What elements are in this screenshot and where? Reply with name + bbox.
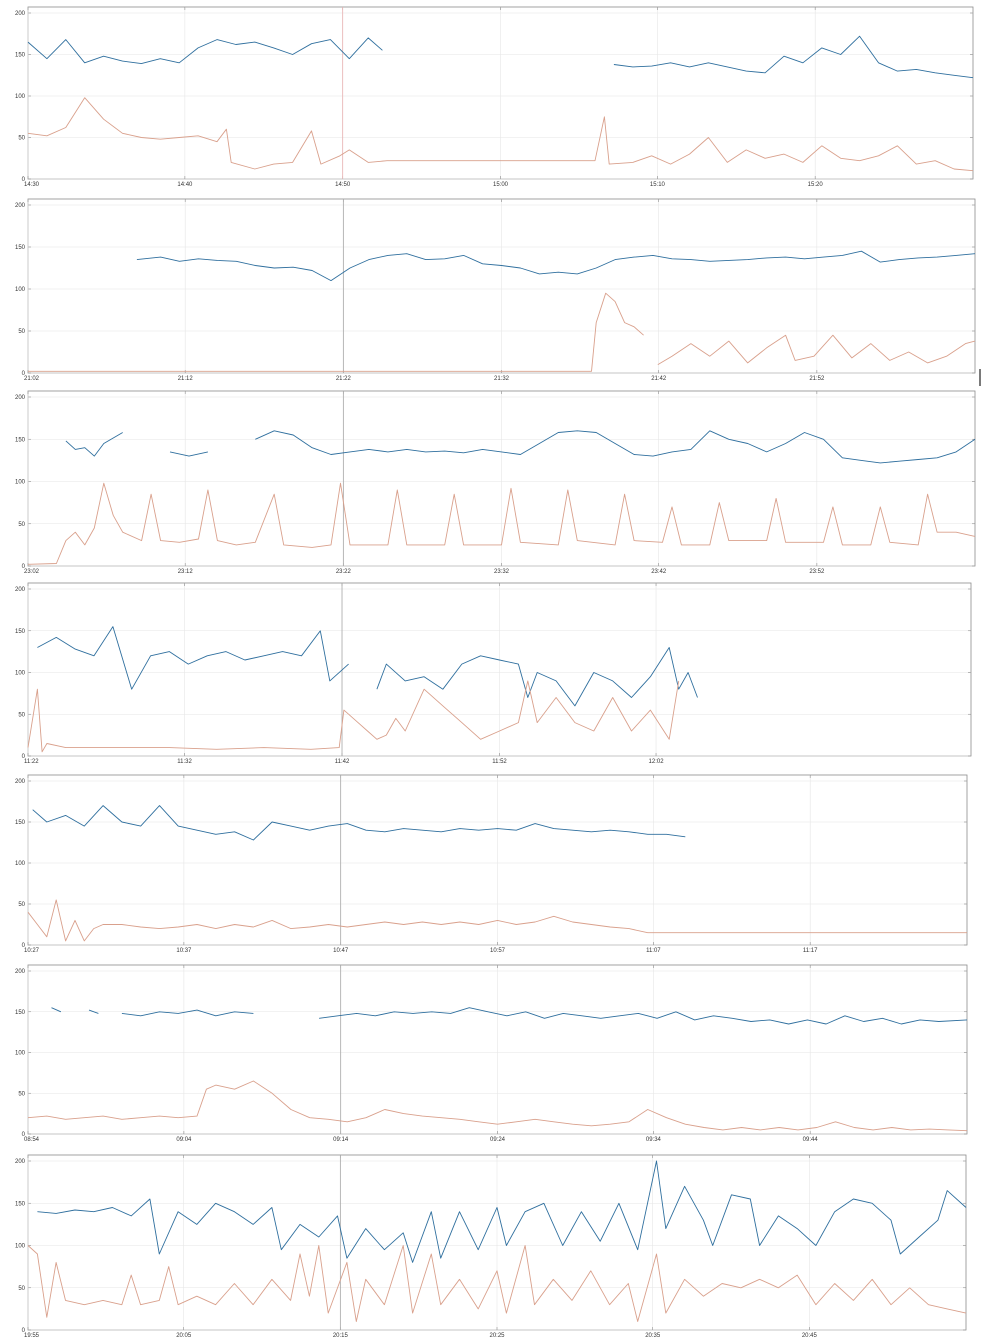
x-tick-label: 10:37: [176, 948, 192, 954]
series-2-line: [27, 680, 680, 753]
y-tick-label: 200: [15, 969, 26, 975]
x-tick-label: 21:02: [24, 376, 40, 382]
x-tick-label: 20:35: [645, 1333, 661, 1339]
chart-panel-7: 0 50 100 150 200 19:55 20:05 20:15 20:25 20:35 20:…: [15, 1154, 967, 1339]
y-tick-label: 150: [15, 820, 26, 826]
y-tick-label: 100: [15, 1244, 26, 1250]
y-tick-label: 50: [18, 1286, 25, 1292]
x-tick-label: 09:34: [646, 1137, 662, 1143]
x-tick-label: 11:52: [492, 759, 507, 765]
x-tick-label: 11:07: [646, 948, 661, 954]
series-2-line: [27, 97, 974, 172]
y-tick-label: 100: [15, 480, 26, 486]
series-2-line: [27, 482, 976, 565]
series-2-line: [28, 292, 976, 372]
series-2-line: [27, 1080, 968, 1132]
x-tick-label: 08:54: [24, 1137, 40, 1143]
y-tick-label: 0: [22, 371, 26, 377]
y-tick-label: 200: [15, 1159, 26, 1165]
series-1-line: [27, 35, 974, 79]
y-tick-label: 150: [15, 1201, 26, 1207]
x-tick-label: 21:12: [178, 376, 194, 382]
x-tick-label: 09:44: [803, 1137, 819, 1143]
y-tick-label: 150: [15, 437, 26, 443]
x-tick-label: 11:32: [177, 759, 192, 765]
x-tick-label: 23:22: [336, 569, 352, 575]
y-tick-label: 150: [15, 245, 26, 251]
y-tick-label: 50: [18, 1091, 25, 1097]
chart-panel-3: 0 50 100 150 200 23:02 23:12 23:22 23:32 23:42 23:…: [15, 390, 976, 575]
chart-panel-6: 0 50 100 150 200 08:54 09:04 09:14 09:24 09:34 09:…: [15, 964, 968, 1143]
x-tick-label: 21:42: [651, 376, 667, 382]
x-tick-label: 12:02: [649, 759, 665, 765]
y-tick-label: 200: [15, 11, 26, 17]
x-tick-label: 15:00: [493, 182, 509, 188]
x-tick-label: 20:15: [333, 1333, 349, 1339]
y-tick-label: 0: [22, 1328, 26, 1334]
x-tick-label: 20:45: [802, 1333, 818, 1339]
x-tick-label: 14:30: [24, 182, 40, 188]
chart-panel-4: 0 50 100 150 200 11:22 11:32 11:42 11:52 12:02: [15, 582, 972, 765]
y-tick-label: 150: [15, 629, 26, 635]
x-tick-label: 21:52: [809, 376, 825, 382]
y-tick-label: 50: [18, 712, 25, 718]
x-tick-label: 14:40: [177, 182, 193, 188]
y-tick-label: 200: [15, 779, 26, 785]
y-tick-label: 200: [15, 587, 26, 593]
series-1-line: [65, 430, 976, 464]
chart-panel-1: 0 50 100 150 200 14:30 14:40 14:50 15:00 15:10 15:…: [15, 6, 974, 188]
x-tick-label: 10:27: [24, 948, 40, 954]
x-tick-label: 23:42: [651, 569, 667, 575]
x-tick-label: 23:32: [494, 569, 510, 575]
x-tick-label: 11:22: [24, 759, 39, 765]
y-tick-label: 50: [18, 136, 25, 142]
chart-panel-5: 0 50 100 150 200 10:27 10:37 10:47 10:57 11:07 11:…: [15, 774, 968, 954]
x-tick-label: 14:50: [335, 182, 351, 188]
x-tick-label: 20:25: [489, 1333, 505, 1339]
y-tick-label: 50: [18, 522, 25, 528]
series-2-line: [27, 1245, 967, 1322]
y-tick-label: 0: [22, 754, 26, 760]
series-1-line: [32, 805, 686, 841]
y-tick-label: 100: [15, 94, 26, 100]
x-tick-label: 21:22: [336, 376, 352, 382]
y-tick-label: 0: [22, 177, 26, 183]
series-1-line: [51, 1007, 968, 1025]
y-tick-label: 150: [15, 1010, 26, 1016]
y-tick-label: 100: [15, 861, 26, 867]
x-tick-label: 19:55: [24, 1333, 40, 1339]
y-tick-label: 100: [15, 287, 26, 293]
y-tick-label: 50: [18, 902, 25, 908]
x-tick-label: 09:14: [333, 1137, 349, 1143]
x-tick-label: 15:10: [650, 182, 666, 188]
y-tick-label: 50: [18, 329, 25, 335]
y-tick-label: 150: [15, 53, 26, 59]
x-tick-label: 11:17: [803, 948, 818, 954]
x-tick-label: 10:57: [490, 948, 506, 954]
series-1-line: [136, 250, 976, 282]
y-tick-label: 0: [22, 1132, 26, 1138]
y-tick-label: 0: [22, 564, 26, 570]
y-tick-label: 0: [22, 943, 26, 949]
x-tick-label: 23:02: [24, 569, 40, 575]
y-tick-label: 100: [15, 1051, 26, 1057]
series-1-line: [37, 1160, 967, 1263]
x-tick-label: 10:47: [333, 948, 349, 954]
x-tick-label: 15:20: [808, 182, 824, 188]
x-tick-label: 21:32: [494, 376, 510, 382]
x-tick-label: 09:04: [176, 1137, 192, 1143]
x-tick-label: 09:24: [490, 1137, 506, 1143]
series-2-line: [27, 899, 967, 942]
series-1-line: [37, 626, 698, 707]
chart-panel-2: 0 50 100 150 200 21:02 21:12 21:22 21:32 21:42 21:…: [15, 198, 976, 382]
x-tick-label: 11:42: [335, 759, 350, 765]
x-tick-label: 23:12: [178, 569, 194, 575]
x-tick-label: 23:52: [809, 569, 825, 575]
x-tick-label: 20:05: [176, 1333, 192, 1339]
y-tick-label: 100: [15, 671, 26, 677]
y-tick-label: 200: [15, 395, 26, 401]
y-tick-label: 200: [15, 203, 26, 209]
